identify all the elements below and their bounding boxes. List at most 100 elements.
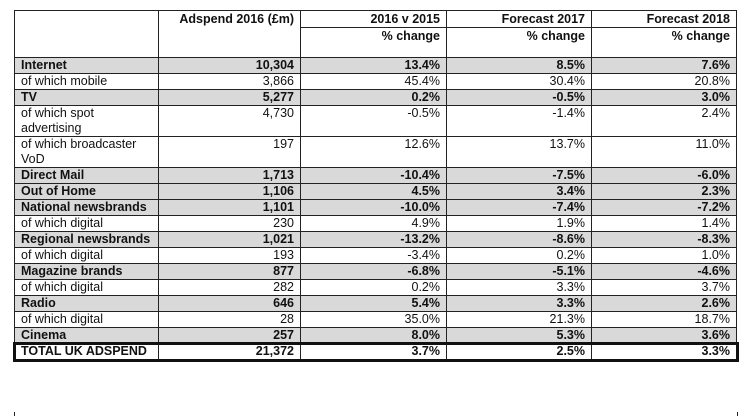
cell-adspend: 646 xyxy=(158,295,301,312)
cell-f2017: 3.4% xyxy=(446,183,592,200)
table-row: of which digital 193 -3.4% 0.2% 1.0% xyxy=(14,247,737,264)
cell-adspend: 1,101 xyxy=(158,199,301,216)
cell-f2017: 2.5% xyxy=(446,343,592,360)
cell-chg2016: 13.4% xyxy=(300,57,447,74)
row-label: Regional newsbrands xyxy=(14,231,159,248)
header-blank xyxy=(14,10,159,58)
cell-chg2016: 8.0% xyxy=(300,327,447,344)
row-label: of which mobile xyxy=(14,73,159,90)
cell-chg2016: -6.8% xyxy=(300,263,447,280)
row-label: of which broadcaster VoD xyxy=(14,136,159,168)
row-label: of which spot advertising xyxy=(14,105,159,137)
cell-f2017: -0.5% xyxy=(446,89,592,106)
cell-f2018: 20.8% xyxy=(591,73,737,90)
cell-f2017: 3.3% xyxy=(446,279,592,296)
row-label: of which digital xyxy=(14,279,159,296)
cell-f2017: -5.1% xyxy=(446,263,592,280)
table-row: Cinema 257 8.0% 5.3% 3.6% xyxy=(14,327,737,344)
row-label: National newsbrands xyxy=(14,199,159,216)
cell-f2017: 0.2% xyxy=(446,247,592,264)
footnote-cut xyxy=(14,412,738,416)
header-2017: Forecast 2017% change xyxy=(446,10,592,58)
row-label: of which digital xyxy=(14,247,159,264)
cell-f2018: 11.0% xyxy=(591,136,737,168)
cell-f2018: -8.3% xyxy=(591,231,737,248)
row-label: Direct Mail xyxy=(14,167,159,184)
row-label: of which digital xyxy=(14,215,159,232)
cell-adspend: 877 xyxy=(158,263,301,280)
table-row: Magazine brands 877 -6.8% -5.1% -4.6% xyxy=(14,263,737,280)
header-2018: Forecast 2018% change xyxy=(591,10,737,58)
cell-adspend: 10,304 xyxy=(158,57,301,74)
table-row: Internet 10,304 13.4% 8.5% 7.6% xyxy=(14,57,737,74)
header-row: Adspend 2016 (£m) 2016 v 2015% change Fo… xyxy=(14,10,737,58)
cell-chg2016: 4.9% xyxy=(300,215,447,232)
header-2018-sub: % change xyxy=(592,27,736,44)
header-2017-sub: % change xyxy=(447,27,591,44)
cell-f2018: -6.0% xyxy=(591,167,737,184)
cell-adspend: 21,372 xyxy=(158,343,301,360)
cell-chg2016: 35.0% xyxy=(300,311,447,328)
cell-adspend: 193 xyxy=(158,247,301,264)
cell-f2018: 18.7% xyxy=(591,311,737,328)
table-row: Radio 646 5.4% 3.3% 2.6% xyxy=(14,295,737,312)
row-label: Cinema xyxy=(14,327,159,344)
table-row: TV 5,277 0.2% -0.5% 3.0% xyxy=(14,89,737,106)
cell-adspend: 257 xyxy=(158,327,301,344)
cell-f2018: 3.0% xyxy=(591,89,737,106)
cell-f2018: 3.3% xyxy=(591,343,737,360)
table-row: of which mobile 3,866 45.4% 30.4% 20.8% xyxy=(14,73,737,90)
cell-adspend: 4,730 xyxy=(158,105,301,137)
row-label: Out of Home xyxy=(14,183,159,200)
cell-adspend: 282 xyxy=(158,279,301,296)
cell-f2018: -7.2% xyxy=(591,199,737,216)
table-row: Out of Home 1,106 4.5% 3.4% 2.3% xyxy=(14,183,737,200)
cell-adspend: 197 xyxy=(158,136,301,168)
cell-f2017: -1.4% xyxy=(446,105,592,137)
cell-chg2016: -10.4% xyxy=(300,167,447,184)
cell-chg2016: -0.5% xyxy=(300,105,447,137)
cell-adspend: 230 xyxy=(158,215,301,232)
cell-adspend: 1,106 xyxy=(158,183,301,200)
cell-f2018: 2.3% xyxy=(591,183,737,200)
cell-f2018: 1.0% xyxy=(591,247,737,264)
cell-chg2016: 45.4% xyxy=(300,73,447,90)
cell-f2017: -7.4% xyxy=(446,199,592,216)
cell-adspend: 3,866 xyxy=(158,73,301,90)
cell-f2017: 1.9% xyxy=(446,215,592,232)
table-row: Direct Mail 1,713 -10.4% -7.5% -6.0% xyxy=(14,167,737,184)
cell-chg2016: 4.5% xyxy=(300,183,447,200)
cell-f2017: 30.4% xyxy=(446,73,592,90)
cell-chg2016: 0.2% xyxy=(300,279,447,296)
cell-f2017: 8.5% xyxy=(446,57,592,74)
cell-f2017: 3.3% xyxy=(446,295,592,312)
header-2016: 2016 v 2015% change xyxy=(300,10,447,58)
cell-f2018: 1.4% xyxy=(591,215,737,232)
header-adspend-label: Adspend 2016 (£m) xyxy=(179,12,294,26)
row-label: Radio xyxy=(14,295,159,312)
table-row: National newsbrands 1,101 -10.0% -7.4% -7.2% xyxy=(14,199,737,216)
row-label: Magazine brands xyxy=(14,263,159,280)
cell-f2018: 2.4% xyxy=(591,105,737,137)
table-row: Regional newsbrands 1,021 -13.2% -8.6% -8.3% xyxy=(14,231,737,248)
cell-f2017: -7.5% xyxy=(446,167,592,184)
cell-chg2016: 12.6% xyxy=(300,136,447,168)
table-row: of which digital 230 4.9% 1.9% 1.4% xyxy=(14,215,737,232)
cell-chg2016: 0.2% xyxy=(300,89,447,106)
header-2016-label: 2016 v 2015 xyxy=(370,12,440,26)
row-label: TOTAL UK ADSPEND xyxy=(14,343,159,360)
row-label: TV xyxy=(14,89,159,106)
cell-chg2016: -3.4% xyxy=(300,247,447,264)
table-row: of which spot advertising 4,730 -0.5% -1.4%… xyxy=(14,105,737,137)
cell-f2018: 3.7% xyxy=(591,279,737,296)
cell-f2018: 2.6% xyxy=(591,295,737,312)
table-row: of which digital 28 35.0% 21.3% 18.7% xyxy=(14,311,737,328)
header-adspend: Adspend 2016 (£m) xyxy=(158,10,301,58)
row-label: of which digital xyxy=(14,311,159,328)
cell-f2018: 3.6% xyxy=(591,327,737,344)
cell-adspend: 5,277 xyxy=(158,89,301,106)
cell-f2017: 21.3% xyxy=(446,311,592,328)
cell-f2017: 5.3% xyxy=(446,327,592,344)
adspend-table: Adspend 2016 (£m) 2016 v 2015% change Fo… xyxy=(12,10,739,362)
header-2016-sub: % change xyxy=(301,27,446,44)
